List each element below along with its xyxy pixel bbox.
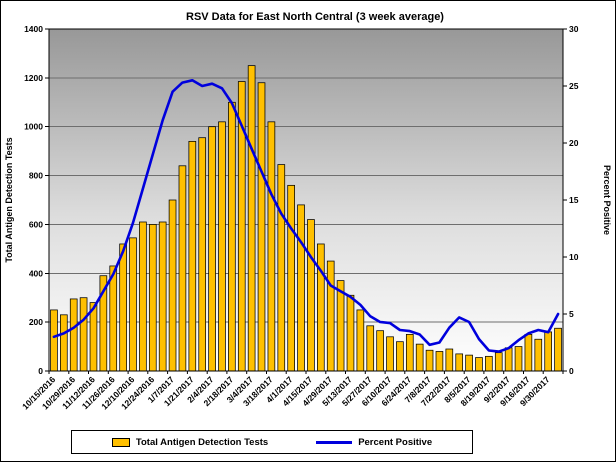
bar <box>534 338 543 372</box>
right-tick-label: 25 <box>569 81 579 91</box>
bar <box>50 309 58 372</box>
bar <box>69 298 78 372</box>
bar <box>307 219 315 372</box>
bar <box>168 199 177 372</box>
right-axis-title: Percent Positive <box>602 165 612 235</box>
bar <box>218 121 226 372</box>
bar <box>554 327 562 372</box>
bar <box>267 121 276 372</box>
bar <box>198 137 207 372</box>
bar <box>544 331 552 372</box>
left-tick-label: 1000 <box>24 122 43 132</box>
left-tick-label: 800 <box>29 171 43 181</box>
bar <box>257 82 266 372</box>
right-tick-label: 15 <box>569 195 579 205</box>
bar <box>326 260 335 372</box>
bar <box>485 355 493 372</box>
bar <box>465 354 473 372</box>
bar <box>208 126 216 372</box>
right-tick-label: 20 <box>569 138 579 148</box>
left-tick-label: 0 <box>38 366 43 376</box>
left-tick-label: 400 <box>29 268 43 278</box>
bar <box>158 221 167 372</box>
bar <box>60 314 68 372</box>
legend-item-tests: Total Antigen Detection Tests <box>111 436 269 448</box>
bar <box>129 237 137 372</box>
bar <box>139 221 147 372</box>
bar <box>79 297 88 372</box>
bar <box>346 294 355 372</box>
bar <box>445 348 454 372</box>
legend-bar-swatch <box>111 437 130 447</box>
left-tick-label: 1200 <box>24 73 43 83</box>
left-tick-label: 1400 <box>24 24 43 34</box>
bar <box>178 165 187 372</box>
bar <box>435 351 444 372</box>
bar <box>287 184 295 372</box>
bar <box>247 65 256 372</box>
left-tick-label: 200 <box>29 317 43 327</box>
bar <box>425 349 434 372</box>
bar <box>524 333 533 372</box>
right-tick-label: 5 <box>569 309 574 319</box>
bar <box>455 353 464 372</box>
bar <box>494 352 503 372</box>
legend-item-percent: Percent Positive <box>316 437 432 448</box>
bar <box>514 346 523 372</box>
bar <box>475 357 483 372</box>
bar <box>188 140 197 372</box>
bar <box>119 243 127 372</box>
bar <box>228 101 236 372</box>
bar <box>415 343 424 372</box>
right-tick-label: 0 <box>569 366 574 376</box>
legend-bar-label: Total Antigen Detection Tests <box>135 436 269 448</box>
bar <box>148 224 157 372</box>
right-tick-label: 30 <box>569 24 579 34</box>
legend-line-swatch <box>316 440 353 444</box>
bar <box>376 330 384 372</box>
bar <box>297 204 305 372</box>
bar <box>504 347 513 372</box>
bar <box>386 336 394 372</box>
bar <box>396 341 404 372</box>
right-tick-label: 10 <box>569 252 579 262</box>
left-tick-label: 600 <box>29 219 43 229</box>
legend-line-label: Percent Positive <box>358 436 433 448</box>
chart-title: RSV Data for East North Central (3 week … <box>186 11 444 23</box>
bar <box>366 325 375 372</box>
bar <box>277 164 286 372</box>
plot-layers: 020040060080010001200140005101520253010/… <box>20 24 579 411</box>
bar <box>356 309 365 372</box>
bar <box>317 243 325 372</box>
bar <box>336 280 345 372</box>
bar <box>405 333 414 372</box>
percent-positive-line <box>52 79 560 353</box>
legend: Total Antigen Detection Tests Percent Po… <box>71 430 473 454</box>
bar <box>109 265 118 372</box>
left-axis-title: Total Antigen Detection Tests <box>4 137 14 262</box>
